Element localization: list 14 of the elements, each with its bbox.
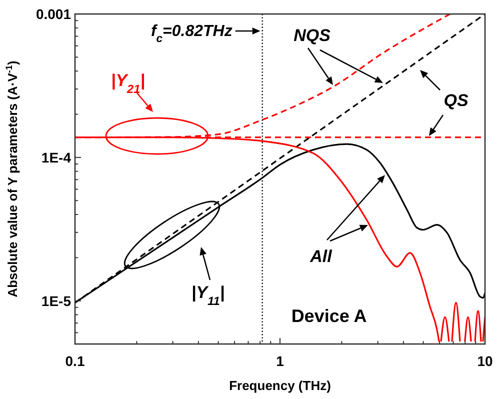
ref-line-label: f$_{c}$=0.82THz xyxy=(150,23,232,45)
annotation: NQS xyxy=(294,26,332,45)
x-tick-label: 1 xyxy=(276,353,284,369)
x-axis-title: Frequency (THz) xyxy=(229,378,331,393)
annotation: |Y$_{21}$| xyxy=(110,71,146,96)
annotation: All xyxy=(309,247,334,266)
annotation: QS xyxy=(444,91,469,110)
annotation: Device A xyxy=(291,306,367,326)
annotation: |Y$_{11}$| xyxy=(191,283,225,308)
x-tick-label: 10 xyxy=(477,353,493,369)
y-tick-label: 1E-4 xyxy=(41,149,72,166)
y-tick-label: 1E-5 xyxy=(41,292,72,309)
x-tick-label: 0.1 xyxy=(65,353,85,369)
y-tick-label: 0.001 xyxy=(36,6,72,22)
